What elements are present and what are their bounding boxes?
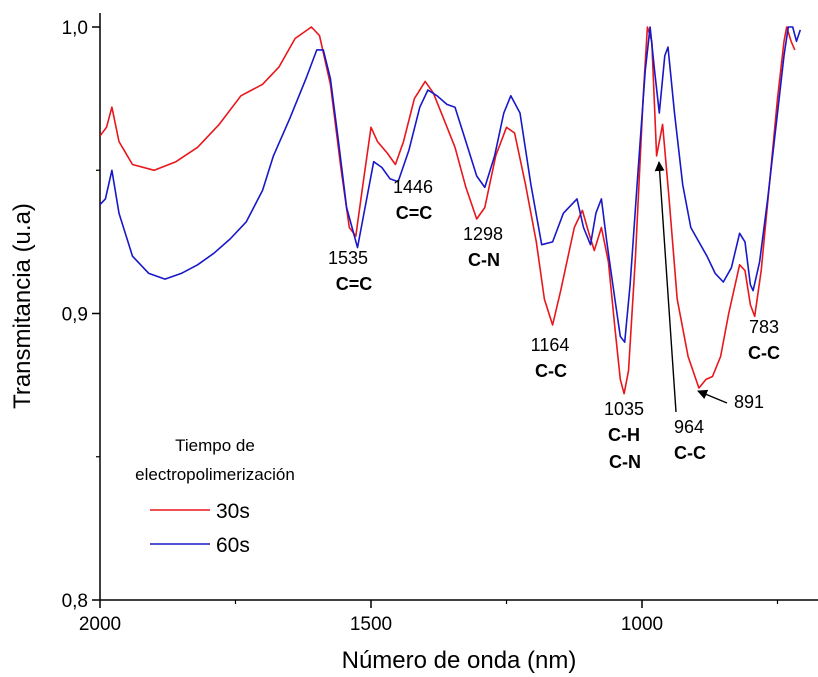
annotation-964-arrow — [654, 161, 677, 413]
annotation-1298-number: 1298 — [463, 224, 503, 244]
annotation-891-number: 891 — [734, 392, 764, 412]
annotation-783-number: 783 — [749, 317, 779, 337]
x-tick-label-1500: 1500 — [350, 614, 392, 635]
x-axis-title: Número de onda (nm) — [342, 647, 577, 674]
y-tick-label-2: 0,8 — [62, 591, 88, 612]
x-tick-label-2000: 2000 — [79, 614, 121, 635]
x-tick-label-1000: 1000 — [621, 614, 663, 635]
annotation-1164-bond: C-C — [535, 361, 567, 381]
annotation-1446-bond: C=C — [396, 203, 433, 223]
annotation-1035-bond2: C-N — [609, 452, 641, 472]
annotation-964-bond: C-C — [674, 443, 706, 463]
annotation-1298-bond: C-N — [468, 250, 500, 270]
legend-label-30s: 30s — [216, 500, 250, 523]
annotation-1035-number: 1035 — [604, 399, 644, 419]
annotation-1446-number: 1446 — [393, 177, 433, 197]
annotation-964-number: 964 — [674, 417, 704, 437]
annotation-1035-bond: C-H — [608, 425, 640, 445]
axes: 2000 1500 1000 1,0 0,9 0,8 — [62, 13, 818, 635]
series-layer — [100, 26, 802, 395]
legend-title-line-1: Tiempo de — [175, 436, 255, 455]
annotation-891-arrow — [697, 389, 728, 404]
legend-title-line-2: electropolimerización — [135, 465, 295, 484]
legend-label-60s: 60s — [216, 534, 250, 557]
legend: Tiempo de electropolimerización 30s 60s — [135, 436, 295, 557]
peak-annotations: 1535 C=C 1446 C=C 1298 C-N 1164 C-C 1035… — [328, 161, 780, 472]
y-tick-label-1: 0,9 — [62, 305, 88, 326]
series-line-60s — [100, 26, 802, 343]
annotation-1535-number: 1535 — [328, 248, 368, 268]
annotation-783-bond: C-C — [748, 343, 780, 363]
y-axis-title: Transmitancia (u.a) — [9, 203, 36, 409]
annotation-1535-bond: C=C — [336, 274, 373, 294]
y-tick-label-0: 1,0 — [62, 18, 88, 39]
series-line-30s — [100, 26, 796, 395]
annotation-1164-number: 1164 — [531, 335, 570, 355]
